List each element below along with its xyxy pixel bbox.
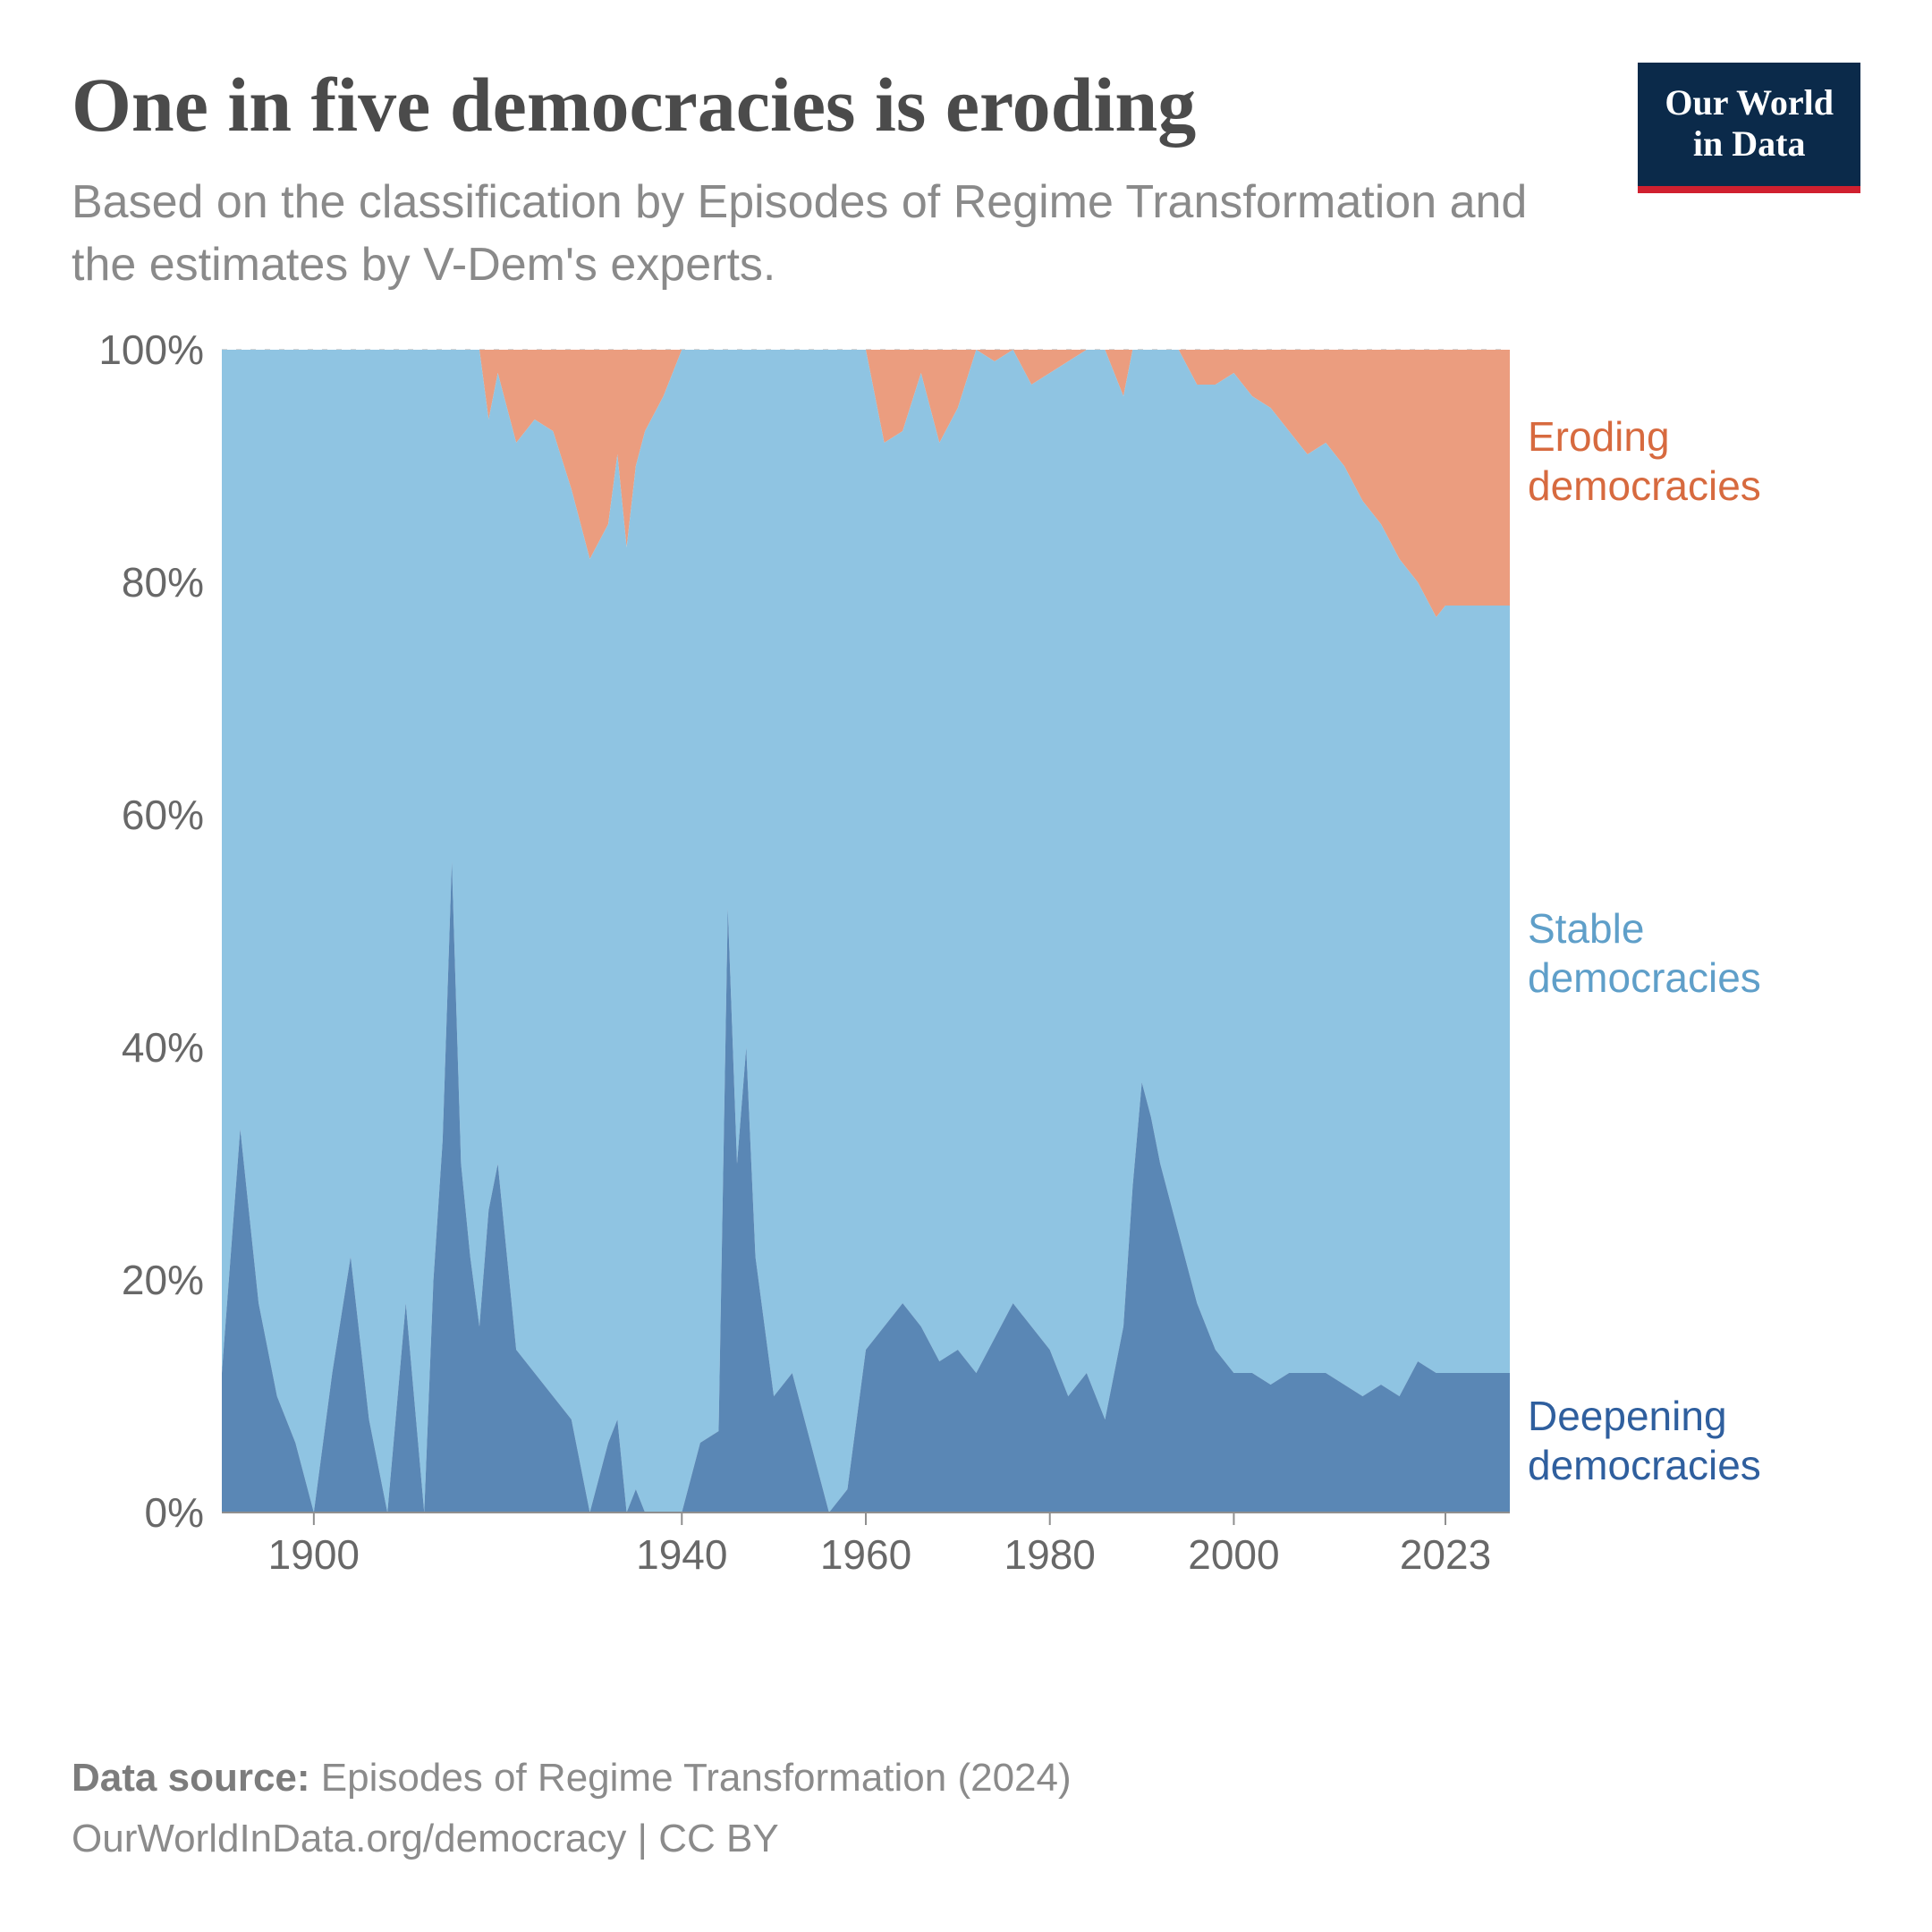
y-tick-label: 20% — [122, 1256, 204, 1304]
x-tick-label: 1960 — [820, 1530, 911, 1579]
chart-subtitle: Based on the classification by Episodes … — [72, 171, 1602, 296]
owid-logo: Our World in Data — [1638, 63, 1860, 193]
data-source-prefix: Data source: — [72, 1756, 310, 1800]
x-tick-label: 2023 — [1400, 1530, 1491, 1579]
chart-area: 0%20%40%60%80%100% 190019401960198020002… — [72, 350, 1860, 1602]
title-block: One in five democracies is eroding Based… — [72, 63, 1638, 296]
series-label: Deepeningdemocracies — [1528, 1392, 1761, 1490]
series-label: Stabledemocracies — [1528, 904, 1761, 1003]
logo-line1: Our World — [1665, 82, 1834, 123]
chart-title: One in five democracies is eroding — [72, 63, 1602, 148]
attribution-line: OurWorldInData.org/democracy | CC BY — [72, 1809, 1072, 1869]
x-tick-label: 1900 — [268, 1530, 360, 1579]
series-label: Erodingdemocracies — [1528, 412, 1761, 511]
y-tick-label: 100% — [98, 326, 204, 374]
footer: Data source: Episodes of Regime Transfor… — [72, 1748, 1072, 1869]
y-tick-label: 80% — [122, 558, 204, 606]
x-tick-label: 2000 — [1188, 1530, 1279, 1579]
series-labels: Erodingdemocracies Stabledemocracies Deepe… — [1528, 350, 1868, 1513]
y-axis: 0%20%40%60%80%100% — [72, 350, 215, 1513]
plot-svg — [222, 350, 1510, 1513]
x-tick-label: 1940 — [636, 1530, 727, 1579]
y-tick-label: 60% — [122, 791, 204, 839]
x-tick-label: 1980 — [1004, 1530, 1096, 1579]
y-tick-label: 40% — [122, 1023, 204, 1072]
header: One in five democracies is eroding Based… — [72, 63, 1860, 296]
y-tick-label: 0% — [145, 1488, 204, 1537]
logo-line2: in Data — [1665, 123, 1834, 165]
chart-card: One in five democracies is eroding Based… — [0, 0, 1932, 1932]
data-source-text: Episodes of Regime Transformation (2024) — [321, 1756, 1072, 1800]
data-source-line: Data source: Episodes of Regime Transfor… — [72, 1748, 1072, 1809]
